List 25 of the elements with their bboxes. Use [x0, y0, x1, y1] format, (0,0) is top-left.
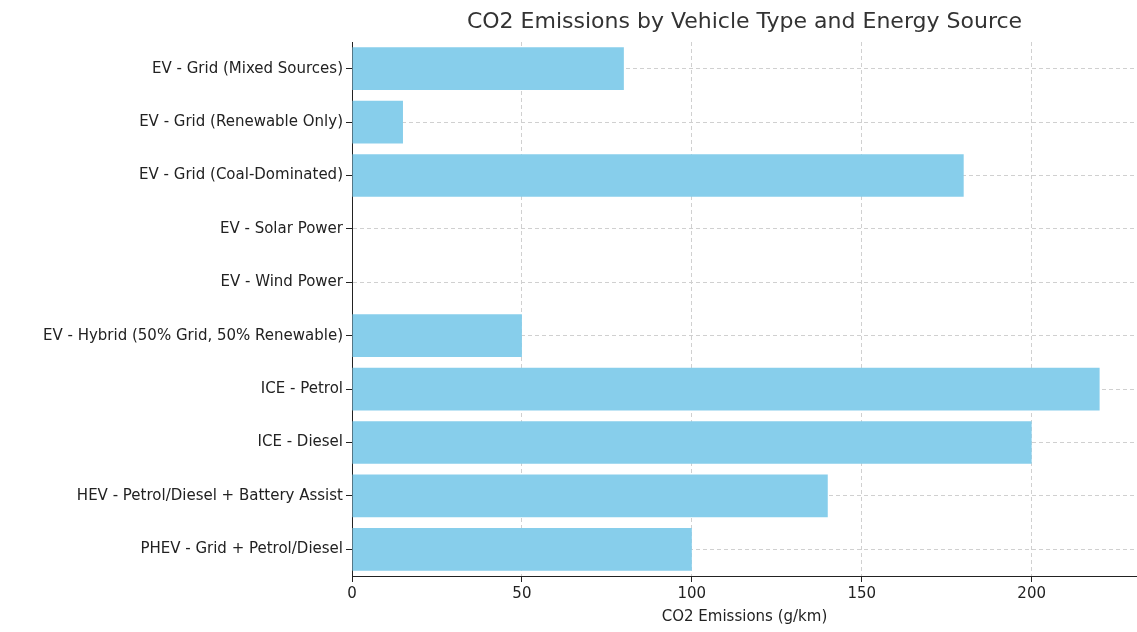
y-tick-label: EV - Grid (Renewable Only) — [139, 111, 343, 130]
bar — [352, 47, 624, 91]
y-tick-label: ICE - Diesel — [257, 432, 343, 451]
y-tick-label: EV - Grid (Mixed Sources) — [151, 58, 343, 77]
y-tick-label: EV - Hybrid (50% Grid, 50% Renewable) — [42, 325, 343, 344]
x-tick-label: 50 — [512, 583, 532, 602]
chart-title: CO2 Emissions by Vehicle Type and Energy Source — [466, 7, 1023, 33]
bar — [352, 421, 1032, 464]
x-axis-title: CO2 Emissions (g/km) — [661, 606, 828, 625]
y-tick-label: PHEV - Grid + Petrol/Diesel — [140, 539, 343, 558]
x-tick-label: 100 — [677, 583, 707, 602]
x-tick-label: 200 — [1017, 583, 1046, 602]
bar — [352, 314, 522, 358]
y-tick-label: HEV - Petrol/Diesel + Battery Assist — [76, 485, 344, 504]
bar — [352, 367, 1100, 411]
bar — [352, 474, 828, 518]
bar — [352, 154, 964, 197]
bar — [352, 527, 692, 571]
y-tick-label: ICE - Petrol — [260, 378, 343, 397]
x-tick-label: 0 — [347, 583, 357, 602]
y-tick-label: EV - Wind Power — [220, 272, 344, 291]
x-tick-label: 150 — [847, 583, 877, 602]
y-tick-label: EV - Solar Power — [219, 218, 344, 237]
y-tick-label: EV - Grid (Coal-Dominated) — [139, 165, 343, 184]
bar — [352, 100, 403, 144]
